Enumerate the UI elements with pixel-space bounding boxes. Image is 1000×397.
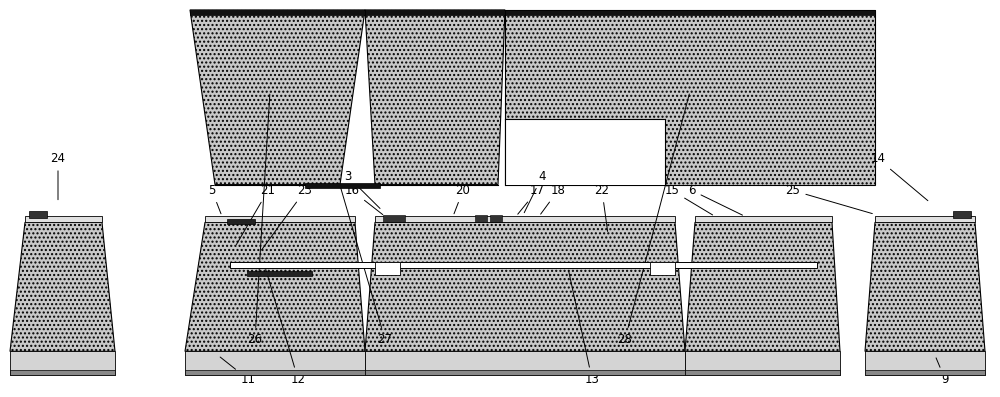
Bar — [10, 351, 115, 375]
Bar — [865, 370, 985, 375]
Polygon shape — [365, 222, 685, 351]
Text: 17: 17 — [518, 184, 544, 214]
Text: 3: 3 — [344, 170, 380, 208]
Bar — [10, 370, 115, 375]
Text: 25: 25 — [786, 184, 872, 214]
Bar — [865, 351, 985, 375]
Bar — [185, 370, 365, 375]
Bar — [230, 262, 817, 268]
Text: 16: 16 — [344, 184, 383, 215]
Text: 22: 22 — [594, 184, 610, 231]
Bar — [685, 351, 840, 375]
Text: 28: 28 — [618, 94, 689, 346]
Bar — [505, 10, 875, 15]
Text: 24: 24 — [50, 152, 66, 200]
Bar — [383, 215, 405, 222]
Bar — [29, 211, 47, 218]
Bar — [247, 271, 312, 276]
Text: 23: 23 — [262, 184, 312, 250]
Bar — [190, 10, 365, 15]
Bar — [695, 216, 832, 222]
Bar — [505, 119, 665, 185]
Text: 12: 12 — [266, 270, 306, 385]
Text: 21: 21 — [236, 184, 276, 245]
Text: 4: 4 — [524, 170, 546, 213]
Bar — [365, 10, 505, 15]
Bar — [650, 262, 675, 275]
Bar — [875, 216, 975, 222]
Text: 6: 6 — [688, 184, 743, 215]
Bar — [205, 216, 355, 222]
Text: 26: 26 — [248, 94, 270, 346]
Bar — [475, 215, 487, 222]
Bar — [375, 216, 675, 222]
Bar — [365, 370, 685, 375]
Bar — [185, 351, 365, 375]
Polygon shape — [190, 10, 365, 185]
Bar — [305, 183, 380, 188]
Bar — [375, 262, 400, 275]
Text: 11: 11 — [220, 357, 256, 385]
Bar — [490, 215, 502, 222]
Bar — [227, 219, 255, 224]
Bar — [365, 351, 685, 375]
Text: 5: 5 — [208, 184, 221, 214]
Text: 27: 27 — [341, 188, 392, 346]
Text: 9: 9 — [936, 358, 949, 385]
Bar — [685, 370, 840, 375]
Text: 20: 20 — [454, 184, 470, 214]
Text: 13: 13 — [569, 271, 599, 385]
Text: 14: 14 — [870, 152, 928, 200]
Polygon shape — [865, 222, 985, 351]
Polygon shape — [685, 222, 840, 351]
Polygon shape — [10, 222, 115, 351]
Polygon shape — [185, 222, 365, 351]
Text: 18: 18 — [541, 184, 565, 214]
Bar — [505, 10, 875, 185]
Bar — [953, 211, 971, 218]
Text: 15: 15 — [665, 184, 713, 215]
Polygon shape — [365, 10, 505, 185]
Bar — [25, 216, 102, 222]
